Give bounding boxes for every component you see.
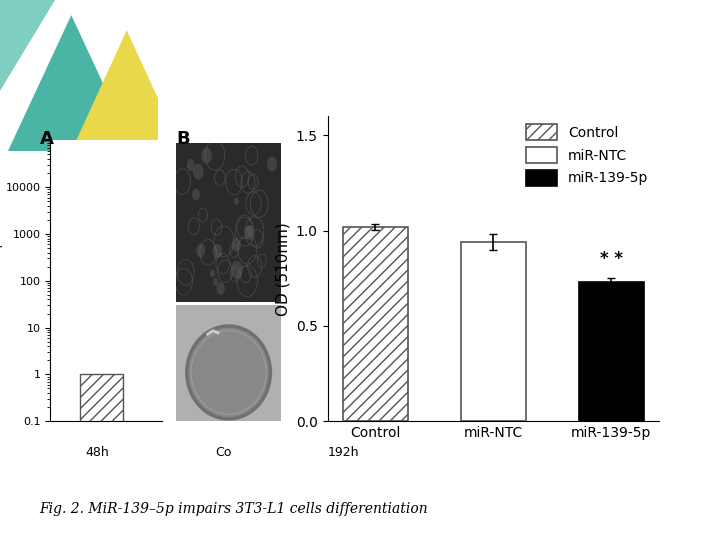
Circle shape bbox=[234, 198, 239, 205]
Bar bbox=[579, 282, 644, 421]
Circle shape bbox=[217, 282, 225, 295]
Circle shape bbox=[245, 225, 254, 240]
Circle shape bbox=[187, 326, 271, 419]
Text: B: B bbox=[176, 130, 190, 147]
Circle shape bbox=[246, 225, 252, 235]
Polygon shape bbox=[71, 30, 182, 151]
Bar bbox=[81, 374, 123, 540]
Circle shape bbox=[193, 164, 204, 180]
Circle shape bbox=[212, 244, 222, 259]
Polygon shape bbox=[0, 0, 55, 91]
Circle shape bbox=[202, 147, 212, 164]
Polygon shape bbox=[8, 15, 135, 151]
Circle shape bbox=[196, 244, 205, 258]
Circle shape bbox=[213, 278, 218, 286]
Text: Co: Co bbox=[215, 446, 231, 458]
Bar bbox=[461, 242, 526, 421]
Circle shape bbox=[232, 238, 240, 252]
Text: 192h: 192h bbox=[328, 446, 359, 458]
Bar bbox=[343, 227, 408, 421]
Circle shape bbox=[186, 159, 194, 171]
Circle shape bbox=[231, 261, 243, 279]
Text: Fig. 2. MiR-139–5p impairs 3T3-L1 cells differentiation: Fig. 2. MiR-139–5p impairs 3T3-L1 cells … bbox=[40, 502, 428, 516]
Legend: Control, miR-NTC, miR-139-5p: Control, miR-NTC, miR-139-5p bbox=[519, 117, 655, 193]
Y-axis label: Relative miR-139-5p  Level: Relative miR-139-5p Level bbox=[0, 201, 3, 360]
Y-axis label: OD (510nm): OD (510nm) bbox=[275, 222, 290, 315]
Circle shape bbox=[210, 270, 215, 278]
Text: A: A bbox=[40, 130, 53, 147]
Text: 48h: 48h bbox=[86, 446, 109, 458]
Text: * *: * * bbox=[600, 249, 623, 268]
Circle shape bbox=[192, 188, 200, 201]
Circle shape bbox=[267, 157, 277, 172]
